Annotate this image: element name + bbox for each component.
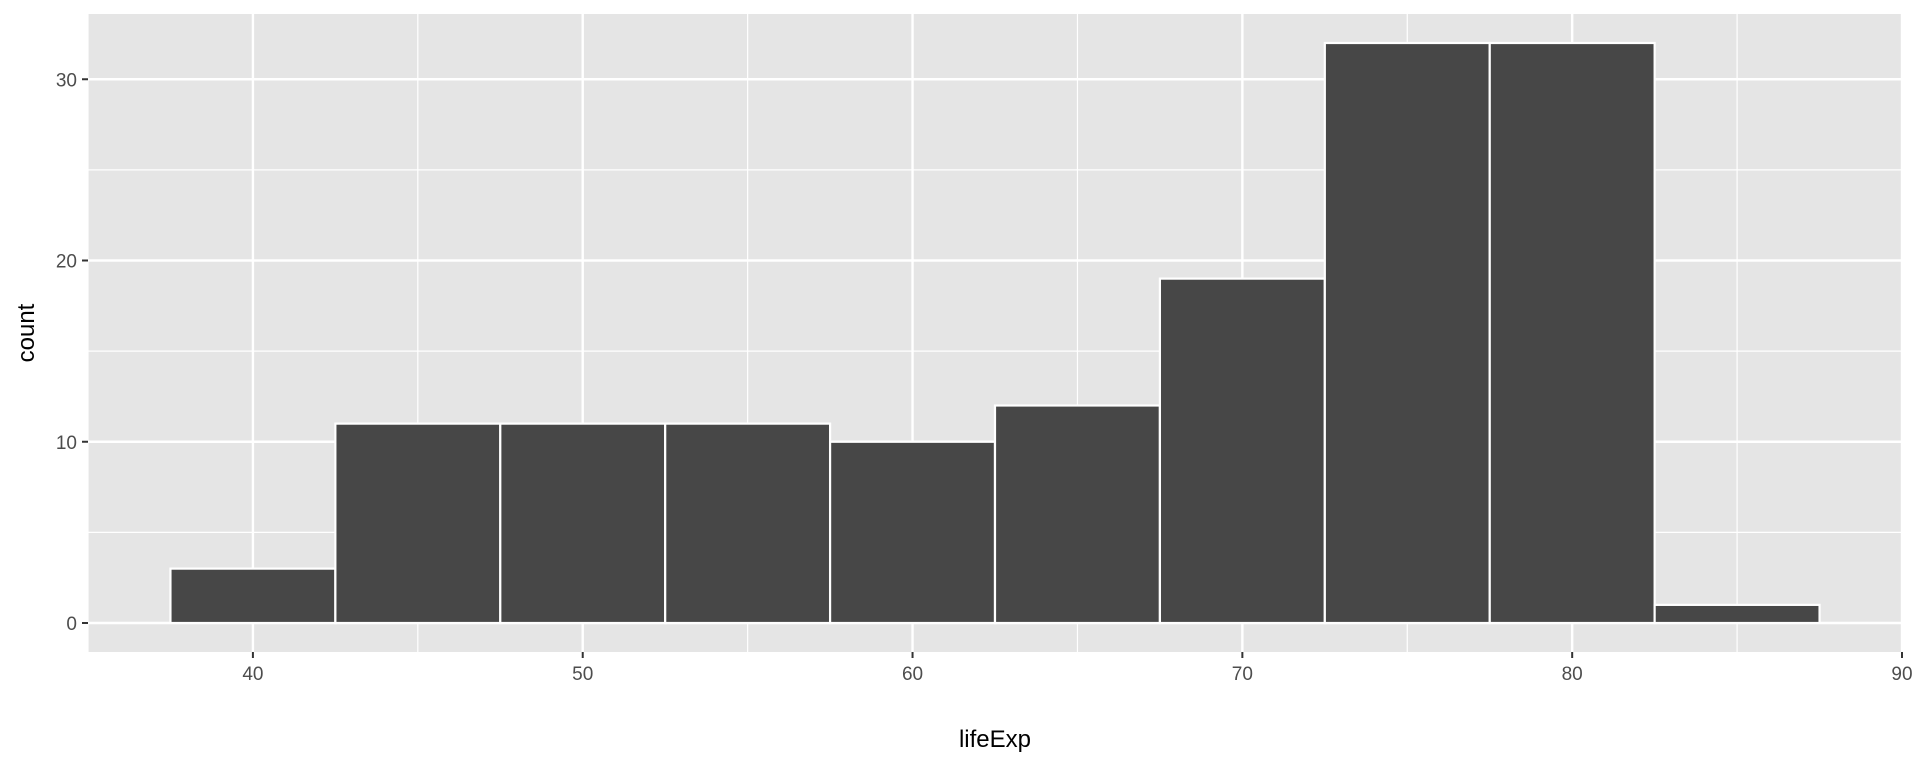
x-tick-label: 60 [902, 664, 923, 685]
histogram-bar [1653, 603, 1821, 625]
histogram-bar [664, 422, 832, 625]
x-axis-title: lifeExp [959, 726, 1031, 753]
y-axis: 0 10 20 30 [56, 70, 88, 635]
x-axis: 40 50 60 70 80 90 [242, 652, 1913, 685]
y-axis-title: count [13, 303, 40, 362]
histogram-bar [1323, 41, 1491, 625]
histogram-bar [334, 422, 502, 625]
y-tick-label: 0 [66, 614, 77, 635]
histogram-bar [993, 404, 1162, 625]
x-tick-label: 90 [1891, 664, 1912, 685]
histogram-bar [1488, 41, 1656, 625]
histogram-bar [828, 440, 997, 625]
x-tick-label: 70 [1232, 664, 1253, 685]
y-tick-label: 30 [56, 70, 77, 91]
histogram-bar [499, 422, 667, 625]
histogram-bar [169, 567, 337, 625]
histogram-bar [1158, 277, 1326, 625]
y-tick-label: 20 [56, 252, 77, 273]
x-tick-label: 50 [572, 664, 593, 685]
y-tick-label: 10 [56, 433, 77, 454]
bars [169, 41, 1821, 625]
x-tick-label: 80 [1562, 664, 1583, 685]
x-tick-label: 40 [242, 664, 263, 685]
